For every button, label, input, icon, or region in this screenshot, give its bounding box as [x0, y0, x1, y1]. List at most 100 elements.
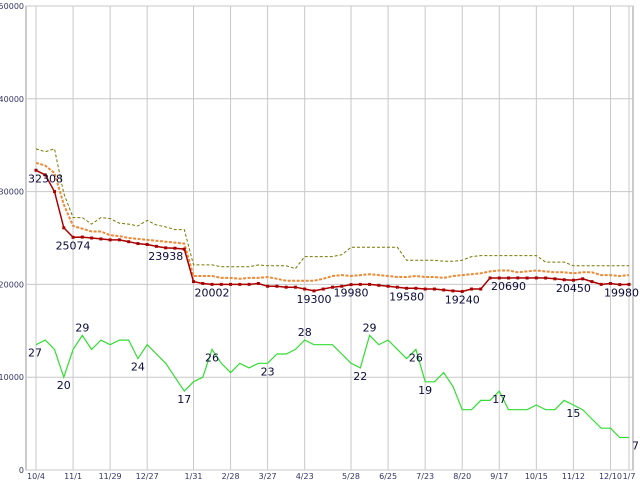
x-tick-label: 5/28	[342, 472, 360, 480]
data-label: 19	[418, 384, 432, 397]
y-tick-label: 20000	[0, 280, 24, 289]
price-point	[219, 282, 223, 286]
price-point	[340, 284, 344, 288]
price-point	[432, 287, 436, 291]
data-label: 19240	[445, 293, 480, 306]
price-point	[469, 287, 473, 291]
price-point	[599, 282, 603, 286]
x-tick-label: 9/17	[490, 472, 508, 480]
data-label: 19980	[334, 287, 369, 300]
price-point	[321, 287, 325, 291]
price-point	[136, 242, 140, 246]
price-point	[34, 168, 38, 172]
price-point	[71, 235, 75, 239]
data-label: 22	[353, 370, 367, 383]
data-label: 26	[409, 351, 423, 364]
data-label: 19300	[296, 293, 331, 306]
data-label: 28	[298, 326, 312, 339]
y-tick-label: 50000	[0, 2, 24, 11]
price-point	[117, 238, 121, 242]
price-point	[507, 276, 511, 280]
price-point	[525, 276, 529, 280]
price-point	[210, 282, 214, 286]
price-point	[571, 278, 575, 282]
data-label: 20450	[556, 282, 591, 295]
x-tick-label: 3/27	[259, 472, 277, 480]
x-tick-label: 10/4	[27, 472, 45, 480]
price-point	[238, 282, 242, 286]
data-label: 27	[28, 347, 42, 360]
price-point	[460, 289, 464, 293]
series-line-high	[35, 148, 629, 270]
price-point	[62, 226, 66, 230]
data-label: 20690	[491, 280, 526, 293]
price-point	[266, 284, 270, 288]
price-point	[201, 281, 205, 285]
data-label: 19580	[389, 290, 424, 303]
x-tick-label: 12/10	[599, 472, 622, 480]
price-point	[581, 277, 585, 281]
x-tick-label: 11/1	[64, 472, 82, 480]
price-point	[43, 173, 47, 177]
price-point	[423, 287, 427, 291]
price-point	[90, 236, 94, 240]
x-tick-label: 11/12	[562, 472, 585, 480]
price-point	[553, 277, 557, 281]
price-point	[618, 283, 622, 287]
price-point	[229, 282, 233, 286]
price-point	[368, 282, 372, 286]
price-point	[108, 238, 112, 242]
price-point	[442, 288, 446, 292]
series-line-average	[35, 161, 630, 282]
x-tick-label: 7/23	[416, 472, 434, 480]
data-label: 20	[57, 379, 71, 392]
price-point	[562, 278, 566, 282]
y-tick-label: 10000	[0, 373, 24, 382]
price-point	[192, 280, 196, 284]
price-point	[377, 283, 381, 287]
price-point	[154, 244, 158, 248]
price-point	[488, 276, 492, 280]
data-label: 17	[177, 393, 191, 406]
data-label: 29	[75, 321, 89, 334]
price-point	[395, 285, 399, 289]
price-point	[284, 285, 288, 289]
price-point	[386, 284, 390, 288]
price-point	[53, 190, 57, 194]
x-tick-label: 1/7	[623, 472, 636, 480]
x-tick-label: 12/27	[136, 472, 159, 480]
price-point	[293, 285, 297, 289]
price-point	[275, 284, 279, 288]
plot-area	[25, 5, 634, 471]
price-point	[405, 286, 409, 290]
price-point	[173, 246, 177, 250]
price-point	[534, 276, 538, 280]
data-label: 17	[492, 393, 506, 406]
price-point	[256, 281, 260, 285]
price-point	[164, 246, 168, 250]
price-point	[80, 235, 84, 239]
price-point	[414, 286, 418, 290]
data-label: 26	[205, 351, 219, 364]
x-tick-label: 4/23	[296, 472, 314, 480]
x-tick-label: 2/28	[222, 472, 240, 480]
data-label: 25074	[56, 239, 91, 252]
data-label: 19980	[604, 286, 639, 299]
y-tick-label: 40000	[0, 95, 24, 104]
y-tick-label: 0	[19, 466, 24, 475]
price-point	[544, 276, 548, 280]
price-point	[516, 276, 520, 280]
price-point	[127, 240, 131, 244]
price-point	[497, 276, 501, 280]
x-tick-label: 8/20	[453, 472, 471, 480]
x-tick-label: 11/29	[99, 472, 122, 480]
price-point	[312, 289, 316, 293]
x-tick-label: 1/31	[185, 472, 203, 480]
price-point	[99, 237, 103, 241]
data-label: 20002	[195, 286, 230, 299]
price-point	[358, 282, 362, 286]
price-point	[303, 287, 307, 291]
data-label: 7	[632, 440, 639, 453]
price-point	[627, 282, 631, 286]
price-point	[182, 247, 186, 251]
